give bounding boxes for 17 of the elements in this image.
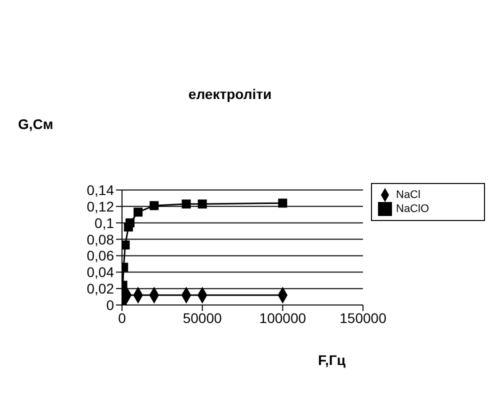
y-tick-label: 0,06 xyxy=(86,248,114,264)
chart-title: електроліти xyxy=(187,86,273,102)
x-tick-label: 0 xyxy=(118,310,126,326)
legend-label: NaClO xyxy=(396,202,430,214)
y-tick-label: 0,08 xyxy=(86,231,114,248)
y-tick-label: 0,14 xyxy=(86,182,114,198)
y-tick-label: 0,1 xyxy=(94,214,114,231)
x-tick-label: 50000 xyxy=(182,310,222,326)
x-tick-label: 150000 xyxy=(340,310,387,326)
x-axis-title: F,Гц xyxy=(318,352,346,368)
y-tick-label: 0,12 xyxy=(86,198,114,214)
x-tick-label: 100000 xyxy=(259,310,306,326)
legend-label: NaCl xyxy=(396,188,420,200)
y-tick-label: 0 xyxy=(106,296,114,313)
y-tick-label: 0,04 xyxy=(86,264,114,280)
y-tick-label: 0,02 xyxy=(86,280,114,297)
y-axis-title: G,См xyxy=(18,116,54,132)
